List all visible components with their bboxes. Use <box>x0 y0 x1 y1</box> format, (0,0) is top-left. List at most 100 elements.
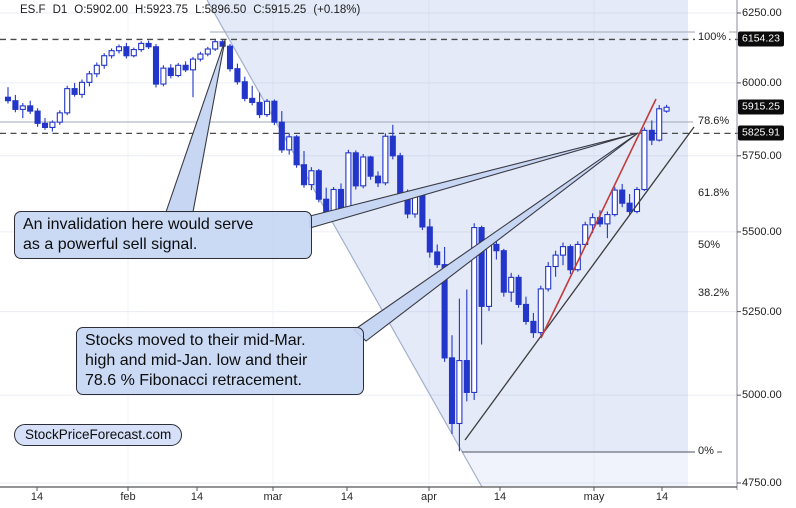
candle-down <box>619 189 626 204</box>
candle-down <box>397 155 404 197</box>
fib-level-label: 38.2% <box>695 287 733 299</box>
candle-down <box>352 152 359 187</box>
candle-down <box>300 164 308 186</box>
candle-down <box>478 227 485 307</box>
candle-up <box>56 112 63 123</box>
support-trendline[interactable] <box>464 126 695 441</box>
y-axis-price-label: 6000.00 <box>742 76 782 89</box>
annotation-box-fibonacci[interactable]: Stocks moved to their mid-Mar. high and … <box>76 327 364 395</box>
candle-down <box>241 81 248 99</box>
annotation-line: high and mid-Jan. low and their <box>85 352 308 369</box>
candle-up <box>263 100 271 116</box>
annotation-line: 78.6 % Fibonacci retracement. <box>85 372 302 389</box>
change-value: (+0.18%) <box>313 4 361 16</box>
open-value: O:5902.00 <box>74 4 128 16</box>
candle-up <box>204 48 211 55</box>
y-axis-price-label: 5750.00 <box>742 149 782 162</box>
candle-down <box>448 357 456 425</box>
pattern-shading-region <box>207 0 688 452</box>
shading-boundary-line[interactable] <box>206 0 483 488</box>
candle-up <box>552 254 559 268</box>
candle-down <box>71 88 78 95</box>
annotation-box-sell-signal[interactable]: An invalidation here would serve as a po… <box>14 211 312 259</box>
candle-down <box>648 129 655 141</box>
quote-header: ES.F D1 O:5902.00 H:5923.75 L:5896.50 C:5915.… <box>20 4 367 16</box>
candle-down <box>271 100 278 123</box>
candle-up <box>545 265 552 290</box>
close-value: C:5915.25 <box>253 4 307 16</box>
candle-down <box>419 192 426 228</box>
candle-up <box>656 108 663 141</box>
timeframe-label: D1 <box>52 4 68 16</box>
low-value: L:5896.50 <box>195 4 247 16</box>
candle-down <box>152 46 160 85</box>
candle-down <box>34 110 41 124</box>
candle-down <box>27 105 34 112</box>
candle-down <box>434 251 441 266</box>
candle-up <box>589 217 596 226</box>
candle-down <box>493 243 500 252</box>
candle-down <box>463 360 470 393</box>
candle-down <box>567 246 574 271</box>
x-axis-date-label: may <box>583 491 605 503</box>
x-axis-date-label: 14 <box>190 491 204 503</box>
y-axis-price-label: 4750.00 <box>742 477 782 489</box>
candle-up <box>537 288 544 334</box>
candle-up <box>115 46 123 52</box>
candle-up <box>641 129 648 191</box>
x-axis-date-label: 14 <box>655 491 669 503</box>
candle-down <box>389 135 396 157</box>
candle-down <box>374 175 382 184</box>
candle-up <box>78 81 86 95</box>
candle-down <box>123 46 130 57</box>
candle-up <box>456 360 463 425</box>
price-badge: 5825.91 <box>738 125 784 141</box>
candle-down <box>367 156 374 177</box>
candle-down <box>167 67 174 77</box>
candle-down <box>145 42 152 48</box>
candle-down <box>182 64 189 71</box>
candle-down <box>234 68 241 83</box>
candle-up <box>559 246 567 256</box>
x-axis-date-label: 14 <box>30 491 44 503</box>
annotation-line: as a powerful sell signal. <box>23 236 198 253</box>
fib-level-label: 100% <box>695 31 730 43</box>
candle-up <box>663 106 670 112</box>
fib-level-label: 0% <box>695 445 717 457</box>
y-axis-price-label: 5500.00 <box>742 225 782 238</box>
candle-down <box>626 202 633 213</box>
candle-down <box>515 276 522 305</box>
x-axis-date-label: 14 <box>493 491 507 503</box>
x-axis-date-label: 14 <box>340 491 354 503</box>
high-value: H:5923.75 <box>134 4 189 16</box>
annotation-line: Stocks moved to their mid-Mar. <box>85 332 306 349</box>
candle-down <box>441 264 448 359</box>
candle-up <box>604 214 611 225</box>
candle-up <box>160 67 167 85</box>
candle-down <box>530 320 537 334</box>
candle-down <box>522 303 530 322</box>
candle-down <box>315 170 322 200</box>
candle-up <box>108 50 115 57</box>
candle-down <box>500 250 507 293</box>
price-badge: 6154.23 <box>738 31 784 47</box>
candle-up <box>19 105 26 110</box>
candle-down <box>226 45 234 70</box>
candle-up <box>485 243 493 307</box>
x-axis-date-label: apr <box>421 491 437 503</box>
candle-down <box>293 136 300 166</box>
candle-up <box>175 64 182 77</box>
candle-down <box>12 100 19 110</box>
y-axis-price-label: 6250.00 <box>742 7 782 19</box>
candle-up <box>308 170 315 186</box>
red-trendline[interactable] <box>540 98 657 339</box>
annotation-line: An invalidation here would serve <box>23 216 254 233</box>
candle-up <box>212 41 219 50</box>
watermark-pill: StockPriceForecast.com <box>14 424 183 446</box>
candle-up <box>189 58 197 71</box>
candle-up <box>197 53 204 60</box>
candle-up <box>86 73 93 83</box>
candle-up <box>49 121 56 128</box>
